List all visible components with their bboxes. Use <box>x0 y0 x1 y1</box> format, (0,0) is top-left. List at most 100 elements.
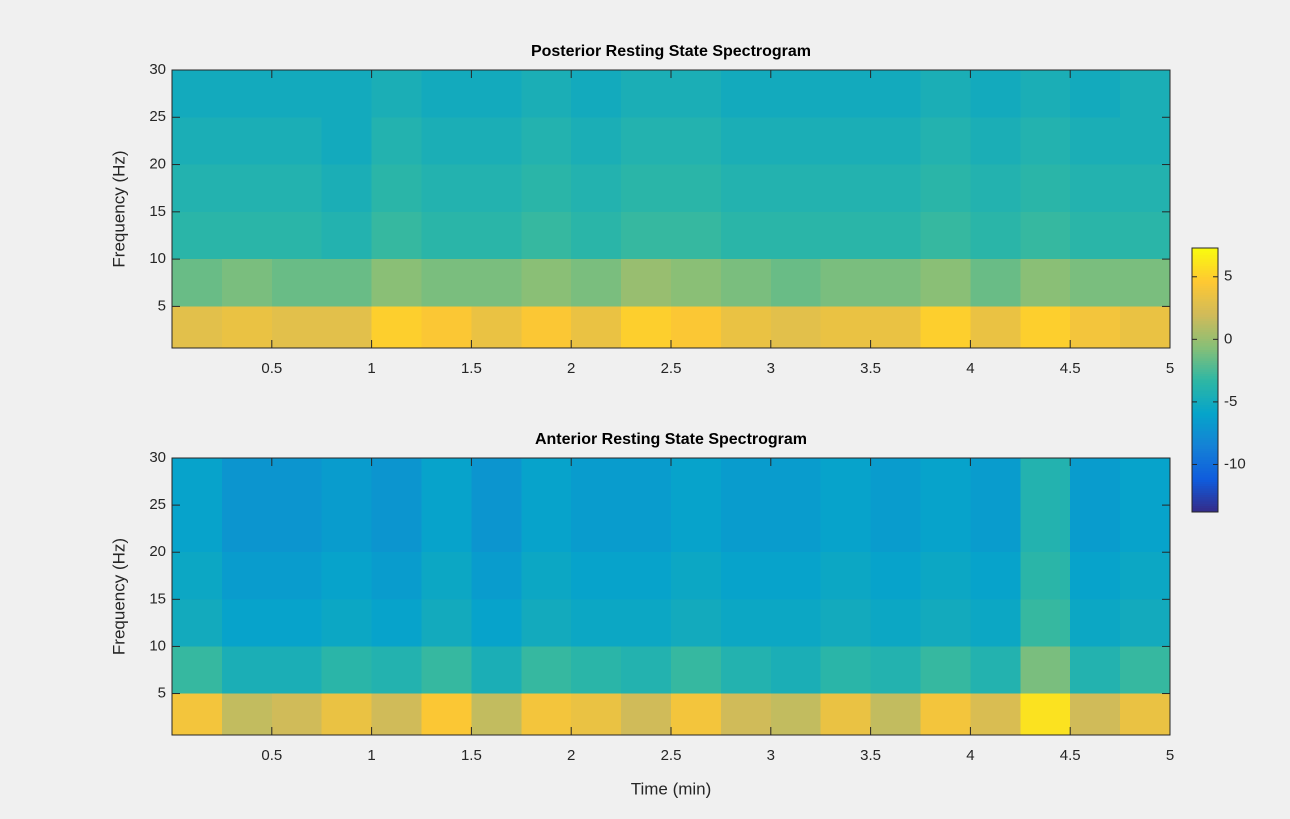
colorbar-step <box>1192 267 1218 271</box>
spectrogram-cell <box>820 505 872 553</box>
colorbar-step <box>1192 377 1218 381</box>
spectrogram-cell <box>421 458 472 506</box>
spectrogram-cell <box>970 599 1021 647</box>
colorbar-step <box>1192 494 1218 498</box>
spectrogram-cell <box>970 117 1021 165</box>
colorbar-step <box>1192 465 1218 469</box>
spectrogram-cell <box>321 164 373 212</box>
spectrogram-cell <box>571 117 622 165</box>
colorbar-step <box>1192 300 1218 304</box>
colorbar-step <box>1192 459 1218 462</box>
x-tick-label: 3 <box>767 747 775 764</box>
x-tick-label: 1.5 <box>461 360 482 377</box>
spectrogram-cell <box>521 117 572 165</box>
colorbar-step <box>1192 272 1218 275</box>
spectrogram-cell <box>471 693 522 735</box>
x-tick-label: 3.5 <box>860 360 881 377</box>
spectrogram-cell <box>1120 70 1171 118</box>
spectrogram-cell <box>421 70 472 118</box>
spectrogram-cell <box>671 259 722 307</box>
spectrogram-cell <box>172 306 223 348</box>
spectrogram-cell <box>221 211 273 260</box>
colorbar-step <box>1192 395 1218 399</box>
spectrogram-cell <box>920 693 971 735</box>
spectrogram-cell <box>421 164 472 212</box>
colorbar-step <box>1192 417 1218 421</box>
spectrogram-cell <box>820 164 872 212</box>
y-tick-label: 20 <box>149 543 166 560</box>
spectrogram-cell <box>820 70 872 118</box>
spectrogram-cell <box>521 164 572 212</box>
colorbar-tick-label: 5 <box>1224 268 1232 285</box>
spectrogram-cell <box>1070 117 1121 165</box>
colorbar-step <box>1192 292 1218 295</box>
spectrogram-cell <box>471 259 522 307</box>
spectrogram-cell <box>521 211 572 260</box>
spectrogram-cell <box>720 164 772 212</box>
spectrogram-cell <box>321 458 373 506</box>
spectrogram-cell <box>1120 259 1171 307</box>
spectrogram-cell <box>920 164 971 212</box>
y-tick-label: 20 <box>149 156 166 173</box>
colorbar-step <box>1192 404 1218 407</box>
spectrogram-cell <box>271 70 323 118</box>
colorbar-step <box>1192 327 1218 330</box>
colorbar-step <box>1192 364 1218 368</box>
spectrogram-cell <box>970 306 1021 348</box>
spectrogram-cell <box>671 646 722 694</box>
spectrogram-cell <box>421 552 472 600</box>
spectrogram-cell <box>870 552 921 600</box>
spectrogram-cell <box>820 259 872 307</box>
y-tick-label: 15 <box>149 203 166 220</box>
spectrogram-cell <box>770 505 822 553</box>
spectrogram-cell <box>1120 306 1171 348</box>
spectrogram-cell <box>1120 117 1171 165</box>
spectrogram-cell <box>820 599 872 647</box>
spectrogram-cell <box>870 505 921 553</box>
colorbar-step <box>1192 452 1218 456</box>
colorbar-step <box>1192 426 1218 429</box>
y-tick-label: 5 <box>158 685 166 702</box>
colorbar-step <box>1192 261 1218 264</box>
spectrogram-cell <box>870 693 921 735</box>
colorbar-step <box>1192 311 1218 315</box>
colorbar-step <box>1192 331 1218 335</box>
spectrogram-cell <box>271 552 323 600</box>
spectrogram-cell <box>421 646 472 694</box>
spectrogram-cell <box>471 117 522 165</box>
colorbar-step <box>1192 329 1218 333</box>
spectrogram-cell <box>920 646 971 694</box>
spectrogram-cell <box>471 211 522 260</box>
colorbar-step <box>1192 287 1218 291</box>
spectrogram-cell <box>271 646 323 694</box>
spectrogram-cell <box>920 70 971 118</box>
spectrogram-cell <box>571 693 622 735</box>
colorbar-step <box>1192 369 1218 372</box>
spectrogram-cell <box>271 117 323 165</box>
colorbar-step <box>1192 509 1218 513</box>
spectrogram-cell <box>371 646 422 694</box>
spectrogram-cell <box>371 306 422 348</box>
colorbar-step <box>1192 503 1218 506</box>
spectrogram-cell <box>521 505 572 553</box>
colorbar-step <box>1192 351 1218 355</box>
spectrogram-cell <box>1120 505 1171 553</box>
spectrogram-cell <box>720 552 772 600</box>
spectrogram-cell <box>371 458 422 506</box>
colorbar-step <box>1192 448 1218 451</box>
spectrogram-cell <box>321 211 373 260</box>
spectrogram-cell <box>271 164 323 212</box>
colorbar-step <box>1192 421 1218 425</box>
colorbar-step <box>1192 289 1218 293</box>
colorbar-step <box>1192 450 1218 454</box>
colorbar-step <box>1192 461 1218 465</box>
x-tick-label: 5 <box>1166 747 1174 764</box>
colorbar-step <box>1192 281 1218 284</box>
x-tick-label: 3.5 <box>860 747 881 764</box>
spectrogram-cell <box>920 505 971 553</box>
y-tick-label: 15 <box>149 590 166 607</box>
colorbar-step <box>1192 316 1218 319</box>
colorbar-step <box>1192 338 1218 341</box>
spectrogram-cell <box>1070 259 1121 307</box>
x-tick-label: 5 <box>1166 360 1174 377</box>
